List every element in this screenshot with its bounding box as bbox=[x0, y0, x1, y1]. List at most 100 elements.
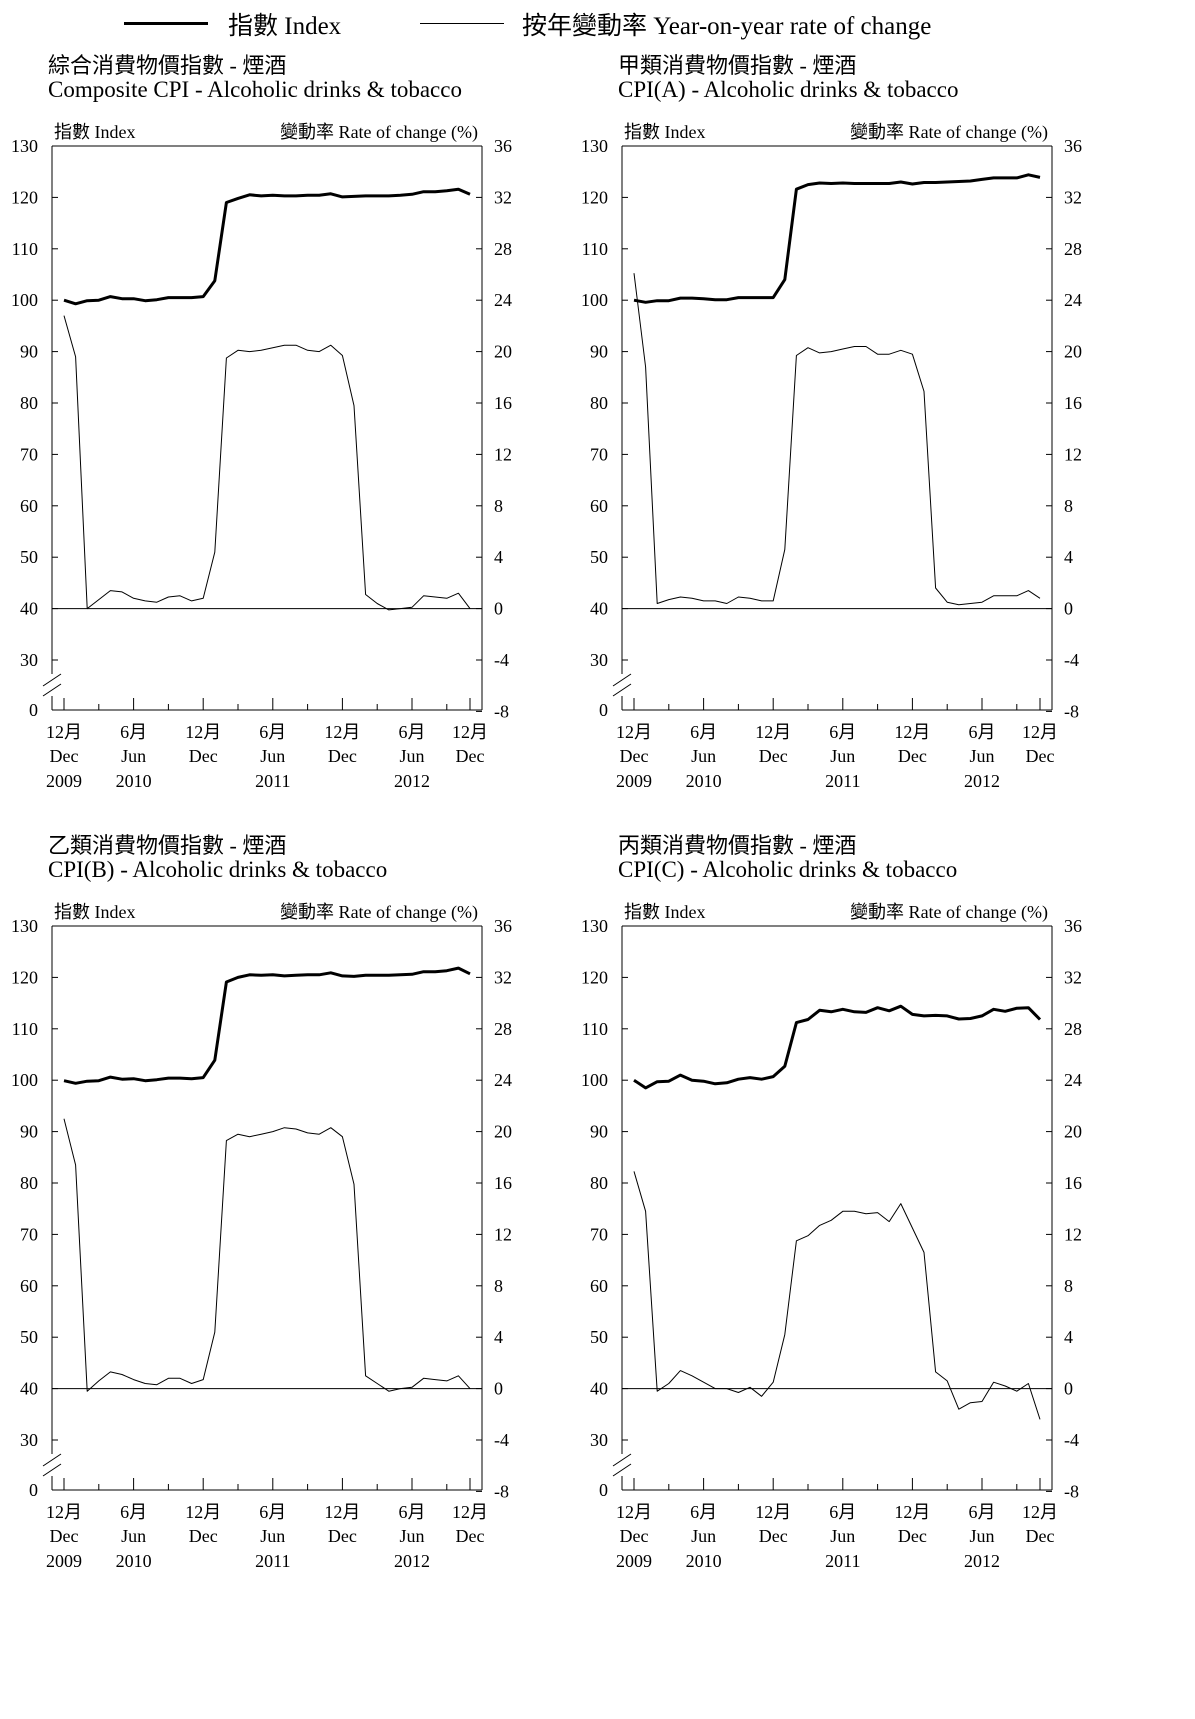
index-series-line bbox=[63, 187, 471, 306]
x-tick-label-name: Jun bbox=[691, 746, 716, 766]
right-tick-label: -8 bbox=[494, 701, 509, 721]
x-tick-label-name: Jun bbox=[399, 1526, 424, 1546]
left-tick-label: 60 bbox=[20, 496, 38, 516]
x-tick-label-month: 12月 bbox=[324, 722, 360, 742]
right-tick-label: 12 bbox=[494, 444, 512, 464]
x-tick-label-year: 2010 bbox=[116, 1551, 152, 1571]
chart-cpi-a: 甲類消費物價指數 - 煙酒 CPI(A) - Alcoholic drinks &… bbox=[570, 46, 1167, 882]
x-tick-label-year: 2011 bbox=[255, 771, 290, 791]
x-tick-label-month: 12月 bbox=[185, 722, 221, 742]
x-tick-label-year: 2011 bbox=[825, 1551, 860, 1571]
chart-title-zh: 綜合消費物價指數 - 煙酒 bbox=[48, 53, 286, 78]
rate-series-line bbox=[63, 315, 471, 611]
x-tick-label-name: Dec bbox=[328, 1526, 357, 1546]
right-tick-label: 28 bbox=[494, 1019, 512, 1039]
x-tick-label-name: Dec bbox=[456, 1526, 485, 1546]
x-tick-label-name: Jun bbox=[260, 1526, 285, 1546]
right-tick-label: -8 bbox=[1064, 1481, 1079, 1501]
left-tick-label: 100 bbox=[581, 1070, 608, 1090]
index-series-line bbox=[63, 966, 471, 1085]
x-tick-label-month: 12月 bbox=[1022, 1502, 1058, 1522]
index-series-line bbox=[633, 173, 1041, 304]
right-axis-label: 變動率 Rate of change (%) bbox=[850, 902, 1048, 923]
x-tick-label-name: Dec bbox=[328, 746, 357, 766]
left-tick-label: 30 bbox=[590, 650, 608, 670]
right-tick-label: 28 bbox=[1064, 239, 1082, 259]
x-tick-label-month: 12月 bbox=[324, 1502, 360, 1522]
x-tick-label-year: 2011 bbox=[255, 1551, 290, 1571]
left-tick-label: 120 bbox=[581, 967, 608, 987]
right-axis-label: 變動率 Rate of change (%) bbox=[280, 122, 478, 143]
x-tick-label-month: 12月 bbox=[894, 1502, 930, 1522]
left-tick-label: 120 bbox=[11, 187, 38, 207]
right-tick-label: 24 bbox=[494, 290, 512, 310]
x-tick-label-name: Jun bbox=[830, 746, 855, 766]
right-tick-label: 20 bbox=[494, 342, 512, 362]
right-tick-label: 32 bbox=[494, 967, 512, 987]
right-tick-label: 4 bbox=[494, 547, 503, 567]
left-axis-label: 指數 Index bbox=[624, 122, 705, 142]
right-tick-label: -8 bbox=[1064, 701, 1079, 721]
x-tick-label-year: 2010 bbox=[686, 771, 722, 791]
right-tick-label: 24 bbox=[494, 1070, 512, 1090]
x-tick-label-name: Jun bbox=[260, 746, 285, 766]
chart-cpi-c: 丙類消費物價指數 - 煙酒 CPI(C) - Alcoholic drinks &… bbox=[570, 826, 1167, 1662]
right-tick-label: -4 bbox=[494, 650, 509, 670]
legend: 指數 Index 按年變動率 Year-on-year rate of chan… bbox=[0, 0, 1195, 46]
left-axis-label: 指數 Index bbox=[54, 122, 135, 142]
x-tick-label-name: Dec bbox=[898, 746, 927, 766]
axis-break-mark bbox=[612, 1453, 632, 1467]
right-tick-label: 4 bbox=[1064, 1327, 1073, 1347]
left-tick-label: 50 bbox=[20, 1327, 38, 1347]
left-tick-label: 110 bbox=[582, 239, 608, 259]
x-tick-label-name: Dec bbox=[898, 1526, 927, 1546]
right-tick-label: 0 bbox=[494, 1379, 503, 1399]
left-tick-label: 60 bbox=[590, 1276, 608, 1296]
left-tick-label: 100 bbox=[11, 1070, 38, 1090]
right-tick-label: 8 bbox=[494, 496, 503, 516]
rate-series-line bbox=[633, 273, 1041, 606]
right-axis-label: 變動率 Rate of change (%) bbox=[280, 902, 478, 923]
right-tick-label: -4 bbox=[1064, 1430, 1079, 1450]
axis-break-mark bbox=[612, 673, 632, 687]
x-tick-label-name: Jun bbox=[121, 1526, 146, 1546]
left-tick-label: 50 bbox=[590, 547, 608, 567]
chart-title-zh: 丙類消費物價指數 - 煙酒 bbox=[618, 833, 856, 858]
x-tick-label-year: 2010 bbox=[116, 771, 152, 791]
left-tick-label: 50 bbox=[590, 1327, 608, 1347]
left-tick-label: 120 bbox=[581, 187, 608, 207]
right-tick-label: 0 bbox=[1064, 1379, 1073, 1399]
x-tick-label-year: 2012 bbox=[964, 771, 1000, 791]
x-tick-label-name: Jun bbox=[830, 1526, 855, 1546]
left-axis-label: 指數 Index bbox=[624, 902, 705, 922]
x-tick-label-month: 6月 bbox=[829, 722, 856, 742]
x-tick-label-month: 12月 bbox=[755, 1502, 791, 1522]
right-tick-label: 32 bbox=[1064, 187, 1082, 207]
index-legend-label: 指數 Index bbox=[228, 13, 342, 40]
chart-title-en: CPI(B) - Alcoholic drinks & tobacco bbox=[48, 857, 387, 882]
left-tick-label: 0 bbox=[599, 1480, 608, 1500]
left-tick-label: 0 bbox=[599, 700, 608, 720]
right-tick-label: 16 bbox=[1064, 393, 1082, 413]
left-tick-label: 130 bbox=[11, 136, 38, 156]
left-tick-label: 0 bbox=[29, 1480, 38, 1500]
x-tick-label-month: 12月 bbox=[616, 722, 652, 742]
right-tick-label: 8 bbox=[1064, 496, 1073, 516]
axis-break-mark bbox=[612, 1463, 632, 1477]
right-tick-label: 8 bbox=[1064, 1276, 1073, 1296]
left-tick-label: 70 bbox=[590, 444, 608, 464]
x-tick-label-name: Dec bbox=[620, 746, 649, 766]
x-tick-label-year: 2009 bbox=[46, 771, 82, 791]
left-tick-label: 110 bbox=[12, 1019, 38, 1039]
axis-break-mark bbox=[42, 1453, 62, 1467]
x-tick-label-name: Jun bbox=[121, 746, 146, 766]
x-tick-label-year: 2009 bbox=[616, 771, 652, 791]
left-tick-label: 110 bbox=[582, 1019, 608, 1039]
right-tick-label: 4 bbox=[494, 1327, 503, 1347]
x-tick-label-month: 6月 bbox=[690, 722, 717, 742]
right-tick-label: -4 bbox=[494, 1430, 509, 1450]
